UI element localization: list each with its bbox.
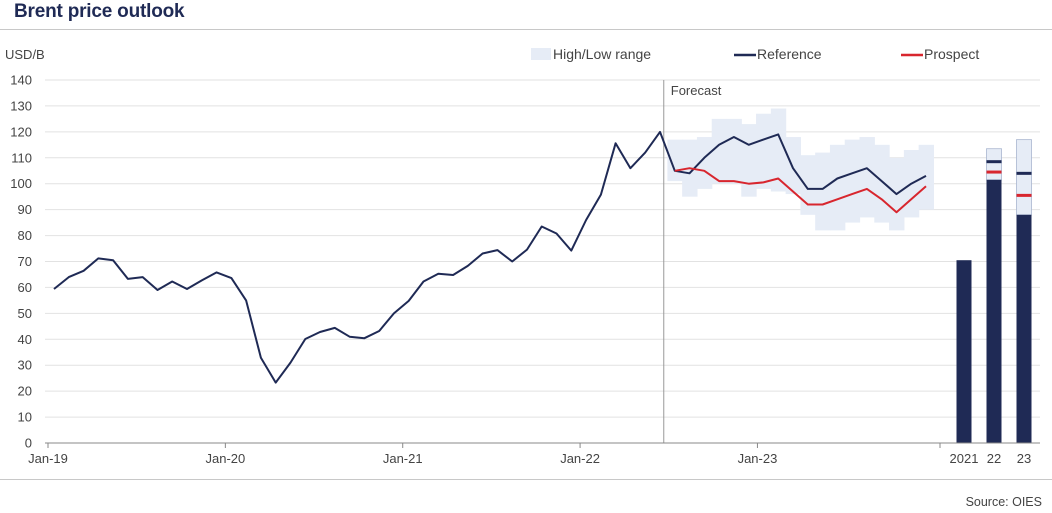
y-tick-label: 90 xyxy=(18,202,32,217)
x-tick-label: Jan-20 xyxy=(205,451,245,466)
annual-bar xyxy=(956,260,972,443)
annual-bars xyxy=(956,139,1032,443)
brent-price-chart: Forecast 0 10 20 30 40 50 60 70 80 90 100 110 120 130… xyxy=(5,46,1040,466)
range-band-month xyxy=(918,144,935,210)
header-rule xyxy=(0,29,1052,30)
grid-lines xyxy=(45,79,1040,418)
y-tick-label: 50 xyxy=(18,306,32,321)
range-band-month xyxy=(844,139,861,223)
axes: 0 10 20 30 40 50 60 70 80 90 100 110 120 130 140 Jan-19… xyxy=(10,73,1040,466)
source-note: Source: OIES xyxy=(965,495,1042,509)
legend: High/Low range Reference Prospect xyxy=(531,46,979,62)
annual-bar xyxy=(986,179,1002,443)
y-tick-label: 120 xyxy=(10,124,32,139)
range-band-month xyxy=(815,152,831,231)
x-tick-label: Jan-22 xyxy=(560,451,600,466)
chart-title: Brent price outlook xyxy=(14,1,185,22)
y-tick-label: 80 xyxy=(18,228,32,243)
legend-label-range: High/Low range xyxy=(553,46,651,62)
footer-rule xyxy=(0,479,1052,480)
range-band-month xyxy=(770,108,787,192)
prospect-line xyxy=(674,167,927,214)
y-tick-label: 10 xyxy=(18,410,32,425)
y-axis-label: USD/B xyxy=(5,47,45,62)
range-band-month xyxy=(859,137,875,218)
x-tick-label: Jan-21 xyxy=(383,451,423,466)
range-band-month xyxy=(800,155,816,215)
y-tick-label: 100 xyxy=(10,176,32,191)
annual-bar-label: 22 xyxy=(987,451,1001,466)
y-tick-label: 0 xyxy=(25,436,32,451)
y-tick-label: 70 xyxy=(18,254,32,269)
annual-range-box xyxy=(986,148,1002,181)
annual-bar-label: 2021 xyxy=(950,451,979,466)
range-band-month xyxy=(667,139,683,182)
series-lines xyxy=(53,130,927,384)
x-tick-label: Jan-23 xyxy=(738,451,778,466)
range-band-month xyxy=(829,144,846,231)
y-tick-label: 40 xyxy=(18,332,32,347)
annual-range-box xyxy=(1016,139,1032,216)
range-band-month xyxy=(711,118,728,184)
x-tick-label: Jan-19 xyxy=(28,451,68,466)
legend-label-reference: Reference xyxy=(757,46,822,62)
annual-bar-label: 23 xyxy=(1017,451,1031,466)
y-tick-label: 110 xyxy=(11,150,32,165)
range-band-month xyxy=(726,118,742,184)
range-band-month xyxy=(741,124,757,197)
reference-line xyxy=(53,130,927,384)
annual-bar xyxy=(1016,214,1032,443)
y-tick-label: 20 xyxy=(18,384,32,399)
legend-label-prospect: Prospect xyxy=(924,46,979,62)
range-band xyxy=(667,108,935,231)
legend-swatch-range xyxy=(531,48,551,60)
range-band-month xyxy=(756,113,772,189)
y-tick-label: 140 xyxy=(10,73,32,88)
y-tick-label: 60 xyxy=(18,280,32,295)
forecast-label: Forecast xyxy=(671,83,722,98)
y-tick-label: 130 xyxy=(10,98,32,113)
y-tick-label: 30 xyxy=(18,358,32,373)
range-band-month xyxy=(785,137,801,195)
range-band-month xyxy=(696,137,713,189)
range-band-month xyxy=(874,144,890,223)
